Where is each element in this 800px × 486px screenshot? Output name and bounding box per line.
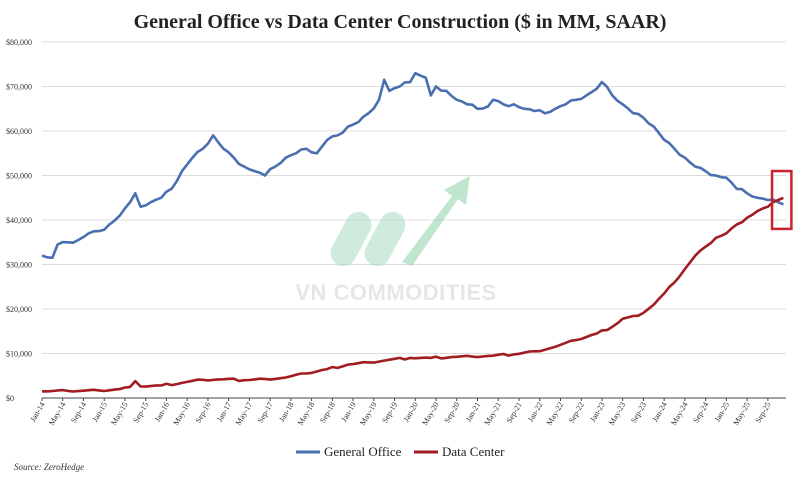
x-tick-label: Jan-24 xyxy=(650,401,668,424)
y-tick-label: $0 xyxy=(6,394,14,403)
x-tick-label: Jan-20 xyxy=(402,401,420,424)
x-tick-label: Jan-21 xyxy=(464,401,482,424)
x-axis-labels: Jan-14 May-14 Sep-14 Jan-15 May-15 Sep-15 Jan-… xyxy=(28,398,773,427)
x-tick-label: May-15 xyxy=(109,401,129,427)
legend-label-general-office: General Office xyxy=(324,444,402,459)
x-tick-label: Sep-17 xyxy=(256,401,275,425)
x-tick-label: May-20 xyxy=(420,401,440,427)
x-tick-label: May-19 xyxy=(358,401,378,427)
x-tick-label: Jan-23 xyxy=(588,401,606,424)
watermark-bar-left xyxy=(330,211,372,267)
x-tick-label: Sep-15 xyxy=(131,401,150,425)
x-tick-label: Jan-19 xyxy=(339,401,357,424)
x-tick-label: Jan-22 xyxy=(526,401,544,424)
x-tick-label: Sep-20 xyxy=(442,401,461,425)
x-tick-label: Sep-18 xyxy=(318,401,337,425)
y-tick-label: $60,000 xyxy=(6,127,32,136)
y-tick-label: $30,000 xyxy=(6,261,32,270)
y-tick-label: $50,000 xyxy=(6,172,32,181)
x-tick-label: Sep-24 xyxy=(691,401,710,425)
y-axis-labels: $0 $10,000 $20,000 $30,000 $40,000 $50,000 $60… xyxy=(6,38,32,403)
x-tick-label: Jan-18 xyxy=(277,401,295,424)
source-note: Source: ZeroHedge xyxy=(14,462,84,472)
x-tick-label: May-18 xyxy=(296,401,316,427)
y-tick-label: $70,000 xyxy=(6,83,32,92)
watermark-text: VN COMMODITIES xyxy=(295,280,496,305)
x-tick-label: May-21 xyxy=(483,400,503,426)
chart-title: General Office vs Data Center Constructi… xyxy=(134,11,667,33)
x-tick-label: Jan-14 xyxy=(28,401,46,424)
watermark: VN COMMODITIES xyxy=(295,176,496,305)
highlight-box xyxy=(770,169,793,231)
x-tick-label: Jan-25 xyxy=(713,401,731,424)
x-tick-label: May-24 xyxy=(669,401,689,427)
x-tick-label: Jan-16 xyxy=(153,401,171,424)
x-tick-label: Sep-25 xyxy=(753,401,772,425)
legend-label-data-center: Data Center xyxy=(442,444,505,459)
x-tick-label: May-16 xyxy=(171,401,191,427)
x-tick-label: Sep-23 xyxy=(629,401,648,425)
series-line-general-office xyxy=(41,71,784,260)
x-tick-label: May-23 xyxy=(607,401,627,427)
x-tick-label: Sep-19 xyxy=(380,401,399,425)
x-tick-label: May-22 xyxy=(545,401,565,427)
watermark-bar-right xyxy=(364,211,406,267)
y-axis-grid xyxy=(42,41,786,354)
series-line-data-center xyxy=(41,196,784,393)
y-tick-label: $20,000 xyxy=(6,305,32,314)
watermark-arrow-icon xyxy=(402,176,470,266)
x-tick-label: Sep-14 xyxy=(69,401,88,425)
x-tick-label: Sep-22 xyxy=(567,401,586,425)
x-tick-label: Jan-17 xyxy=(215,401,233,424)
y-tick-label: $40,000 xyxy=(6,216,32,225)
x-tick-label: May-25 xyxy=(731,401,751,427)
x-tick-label: May-14 xyxy=(47,401,67,427)
y-tick-label: $10,000 xyxy=(6,350,32,359)
legend: General Office Data Center xyxy=(296,444,505,459)
series-group xyxy=(41,71,784,393)
x-tick-label: Jan-15 xyxy=(90,401,108,424)
highlight-rect xyxy=(770,169,793,231)
x-tick-label: Sep-16 xyxy=(194,401,213,425)
x-tick-label: May-17 xyxy=(234,401,254,427)
x-tick-label: Sep-21 xyxy=(505,401,524,425)
y-tick-label: $80,000 xyxy=(6,38,32,47)
